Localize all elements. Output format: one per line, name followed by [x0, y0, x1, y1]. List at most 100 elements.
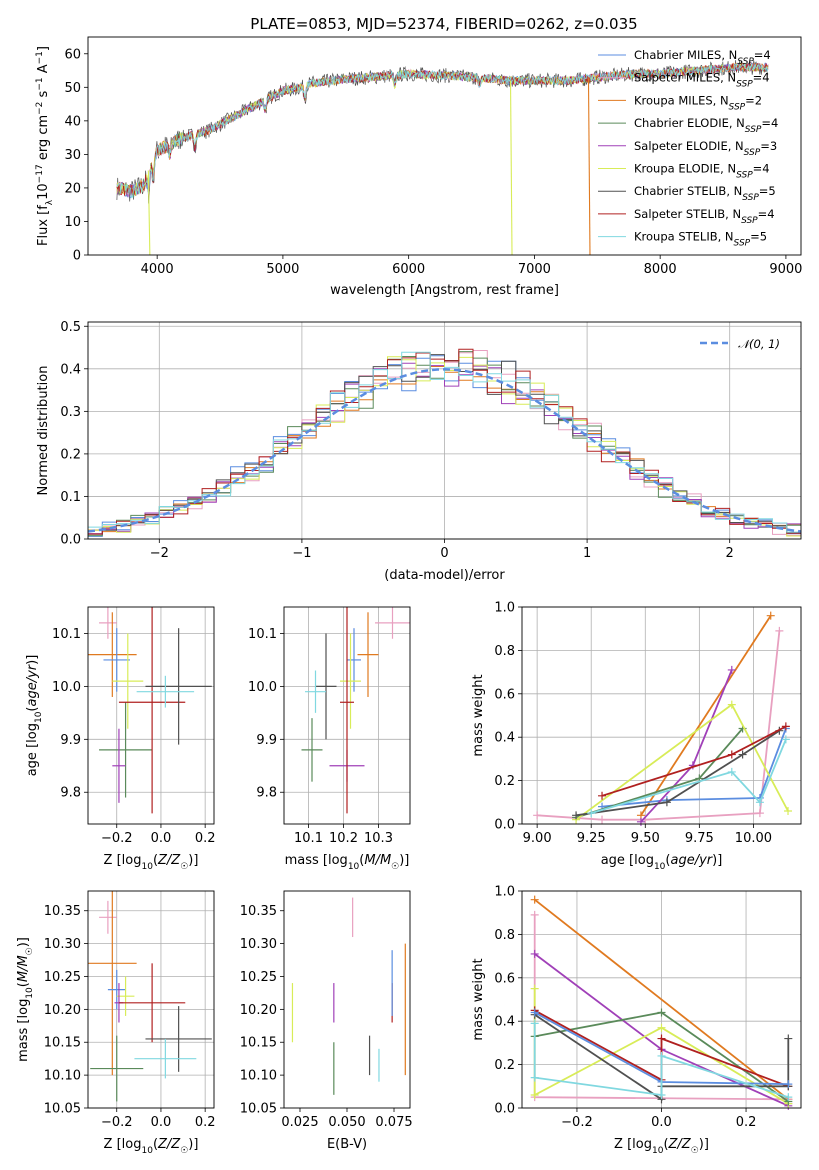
- legend-label-chabrier_stelib: Chabrier STELIB, NSSP=5: [634, 184, 776, 203]
- weight-marker-salpeter_elodie: [636, 817, 645, 826]
- x-tick-label: −0.2: [101, 1115, 133, 1130]
- histogram-kroupa_stelib: [88, 351, 801, 533]
- y-tick-label: 10.10: [44, 1069, 81, 1084]
- age_vs_Z-ylabel: age [log10(age/yr)]: [25, 655, 44, 777]
- axes-frame: [87, 36, 802, 256]
- weight-marker-kroupa_stelib: [657, 1090, 666, 1099]
- y-tick-label: 10.0: [52, 680, 81, 695]
- x-tick-label: 0.075: [375, 1115, 412, 1130]
- y-tick-label: 10.30: [240, 937, 277, 952]
- y-tick-label: 20: [64, 181, 81, 196]
- weight-marker-kroupa_stelib: [781, 735, 790, 744]
- spectrum-panel: 4000 5000 6000 7000 8000 9000 0 10 20 30 40 50 60 wav…: [35, 36, 802, 298]
- weight-marker-kroupa_stelib: [530, 1019, 539, 1028]
- weight-marker-salpeter_elodie: [530, 949, 539, 958]
- legend-label-salpeter_elodie: Salpeter ELODIE, NSSP=3: [634, 139, 777, 158]
- y-tick-label: 10.05: [44, 1102, 81, 1117]
- weight-line-kroupa_miles: [640, 615, 772, 816]
- x-tick-label: 5000: [266, 262, 299, 277]
- weight-marker-kroupa_elodie: [784, 806, 793, 815]
- x-tick-label: 6000: [392, 262, 425, 277]
- age_vs_Z-xlabel: Z [log10(Z/Z☉)]: [104, 853, 199, 872]
- spectrum-ylabel: Flux [fλ10−17 erg cm−2 s−1 A−1]: [35, 46, 55, 246]
- weight-marker-salpeter_stelib: [657, 1034, 666, 1043]
- age_vs_Z-panel: −0.2 0.0 0.2 9.8 9.9 10.0 10.1 Z [log10(Z/Z☉)] a…: [25, 606, 216, 872]
- y-tick-label: 9.8: [256, 786, 277, 801]
- y-tick-label: 0.2: [494, 1058, 515, 1073]
- weight-marker-chabrier_miles: [784, 1080, 793, 1089]
- weight-marker-salpeter_miles: [533, 811, 542, 820]
- y-tick-label: 10.05: [240, 1102, 277, 1117]
- spectrum-xlabel: wavelength [Angstrom, rest frame]: [330, 283, 559, 298]
- weight-marker-kroupa_stelib: [657, 1051, 666, 1060]
- y-tick-label: 0.1: [60, 490, 81, 505]
- y-tick-label: 0: [73, 249, 81, 264]
- weight-marker-chabrier_miles: [530, 1008, 539, 1017]
- weight-line-chabrier_miles: [601, 728, 787, 808]
- y-tick-label: 10.20: [240, 1003, 277, 1018]
- y-tick-label: 60: [64, 47, 81, 62]
- y-tick-label: 0.5: [60, 320, 81, 335]
- x-tick-label: 9000: [769, 262, 802, 277]
- y-tick-label: 0.2: [494, 774, 515, 789]
- x-tick-label: 0.2: [736, 1115, 757, 1130]
- axes-frame: [283, 606, 411, 825]
- x-tick-label: 0.0: [151, 831, 172, 846]
- legend-label-kroupa_miles: Kroupa MILES, NSSP=2: [634, 93, 762, 112]
- weight-line-kroupa_stelib: [590, 739, 787, 814]
- y-tick-label: 9.8: [60, 786, 81, 801]
- age_vs_mass-panel: 10.1 10.2 10.3 9.8 9.9 10.0 10.1 mass [log10(M/…: [248, 606, 411, 872]
- histogram-chabrier_stelib: [88, 354, 801, 535]
- mass_vs_Z-ylabel: mass [log10(M/M☉)]: [16, 937, 35, 1062]
- y-tick-label: 0.4: [60, 362, 81, 377]
- weight-marker-kroupa_stelib: [755, 798, 764, 807]
- y-tick-label: 10: [64, 215, 81, 230]
- weight-marker-kroupa_elodie: [530, 984, 539, 993]
- weight-marker-chabrier_stelib: [572, 811, 581, 820]
- y-tick-label: 10.35: [44, 904, 81, 919]
- legend-label-chabrier_miles: Chabrier MILES, NSSP=4: [634, 48, 771, 67]
- weight-marker-kroupa_elodie: [727, 700, 736, 709]
- weight-marker-kroupa_stelib: [784, 1093, 793, 1102]
- y-tick-label: 0.4: [494, 1015, 515, 1030]
- x-tick-label: 0.2: [195, 1115, 216, 1130]
- weight-line-chabrier_stelib: [575, 729, 780, 817]
- y-tick-label: 10.15: [44, 1036, 81, 1051]
- mass_vs_Z-panel: −0.2 0.0 0.2 10.05 10.10 10.15 10.20 10.25 10.30…: [16, 890, 216, 1156]
- weight_vs_Z-ylabel: mass weight: [471, 958, 486, 1040]
- axes-frame: [283, 890, 411, 1109]
- axes-frame: [521, 606, 802, 825]
- x-tick-label: −0.2: [101, 831, 133, 846]
- x-tick-label: 2: [726, 546, 734, 561]
- y-tick-label: 50: [64, 81, 81, 96]
- axes-frame: [87, 606, 215, 825]
- weight_vs_Z-xlabel: Z [log10(Z/Z☉)]: [614, 1137, 709, 1156]
- mass_vs_ebv-xlabel: E(B-V): [327, 1137, 367, 1152]
- y-tick-label: 0.6: [494, 971, 515, 986]
- weight_vs_age-xlabel: age [log10(age/yr)]: [601, 853, 723, 872]
- x-tick-label: 0.0: [151, 1115, 172, 1130]
- legend-label-normal: 𝒩(0, 1): [738, 337, 780, 351]
- axes-frame: [521, 890, 802, 1109]
- y-tick-label: 0.0: [494, 1102, 515, 1117]
- y-tick-label: 0.0: [60, 533, 81, 548]
- y-tick-label: 0.6: [494, 687, 515, 702]
- weight_vs_age-panel: 9.00 9.25 9.50 9.75 10.00 0.0 0.2 0.4 0.6 0.8 1.0 a…: [471, 601, 802, 872]
- weight-marker-salpeter_stelib: [598, 791, 607, 800]
- y-tick-label: 0.8: [494, 644, 515, 659]
- y-tick-label: 0.3: [60, 405, 81, 420]
- legend-label-salpeter_stelib: Salpeter STELIB, NSSP=4: [634, 207, 775, 226]
- mass_vs_Z-xlabel: Z [log10(Z/Z☉)]: [104, 1137, 199, 1156]
- x-tick-label: 9.00: [523, 831, 552, 846]
- weight-line-kroupa_miles: [534, 898, 789, 1101]
- spectrum-dropout: [509, 80, 513, 256]
- residuals-xlabel: (data-model)/error: [384, 568, 505, 583]
- weight-marker-chabrier_stelib: [784, 1034, 793, 1043]
- x-tick-label: 10.00: [735, 831, 772, 846]
- weight-marker-salpeter_miles: [775, 626, 784, 635]
- legend-label-salpeter_miles: Salpeter MILES, NSSP=4: [634, 71, 770, 90]
- y-tick-label: 1.0: [494, 885, 515, 900]
- legend-label-chabrier_elodie: Chabrier ELODIE, NSSP=4: [634, 116, 778, 135]
- histogram-salpeter_stelib: [88, 348, 801, 535]
